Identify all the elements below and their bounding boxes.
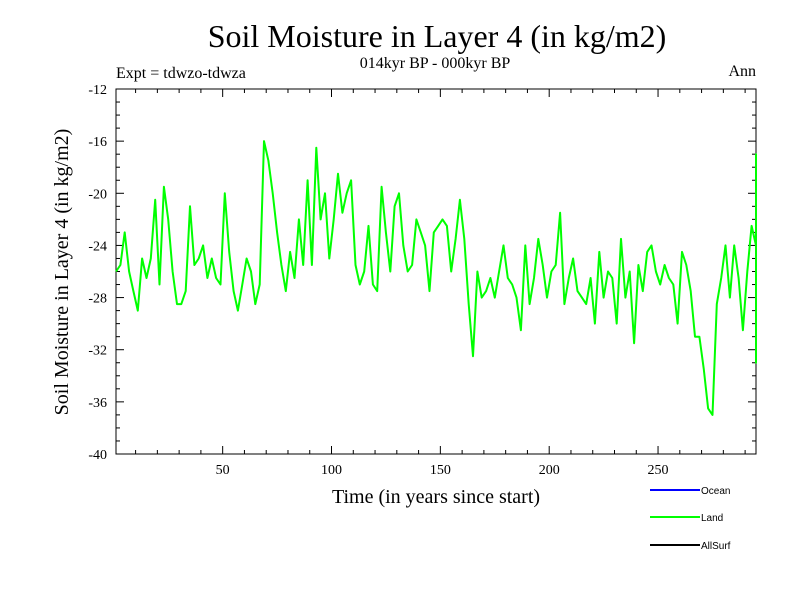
y-tick-label: -36 [88, 396, 107, 411]
x-tick-label: 250 [648, 463, 669, 478]
legend-label-allsurf: AllSurf [701, 541, 731, 552]
season-label: Ann [728, 63, 756, 80]
y-tick-label: -24 [88, 239, 107, 254]
y-tick-label: -32 [88, 344, 107, 359]
axis-ticks [116, 88, 756, 455]
x-tick-label: 150 [430, 463, 451, 478]
y-tick-label: -16 [88, 135, 107, 150]
x-tick-label: 200 [539, 463, 560, 478]
x-tick-labels: 50 100 150 200 250 [216, 463, 669, 478]
legend-label-ocean: Ocean [701, 486, 730, 497]
land-series-line [115, 140, 757, 416]
experiment-label: Expt = tdwzo-tdwza [116, 65, 246, 82]
y-tick-label: -40 [88, 448, 107, 463]
plot-frame [115, 88, 757, 455]
y-axis-label: Soil Moisture in Layer 4 (in kg/m2) [51, 129, 73, 416]
x-tick-label: 100 [321, 463, 342, 478]
y-tick-label: -20 [88, 187, 107, 202]
y-tick-labels: -12 -16 -20 -24 -28 -32 -36 -40 [88, 83, 107, 463]
chart-title: Soil Moisture in Layer 4 (in kg/m2) [208, 18, 667, 54]
y-tick-label: -28 [88, 292, 107, 307]
y-tick-label: -12 [88, 83, 107, 98]
legend-label-land: Land [701, 513, 723, 524]
x-tick-label: 50 [216, 463, 230, 478]
legend: Ocean Land AllSurf [650, 486, 731, 552]
chart-subtitle: 014kyr BP - 000kyr BP [360, 55, 511, 72]
x-axis-label: Time (in years since start) [332, 486, 540, 508]
